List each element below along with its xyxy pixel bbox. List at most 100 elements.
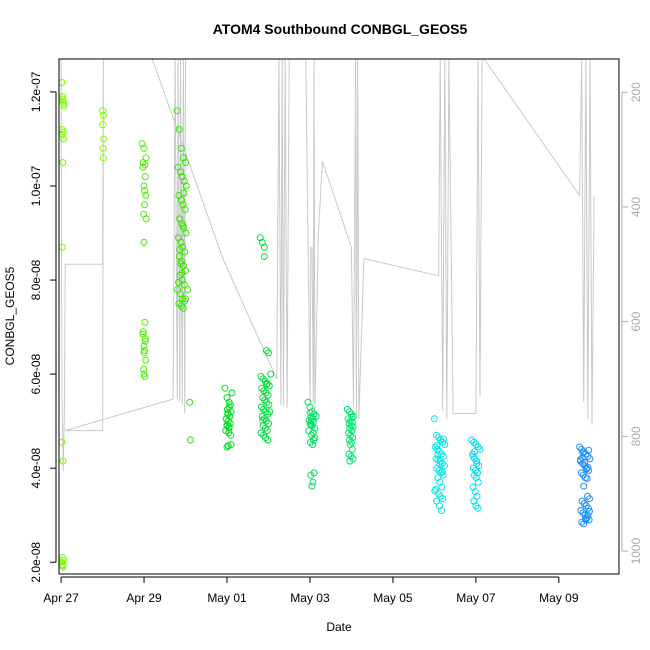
data-point (440, 462, 448, 470)
data-point (221, 384, 229, 392)
data-points-layer (58, 79, 594, 571)
data-point (307, 471, 315, 479)
data-point (343, 405, 351, 413)
data-point (584, 463, 592, 471)
data-point (59, 128, 67, 136)
data-point (434, 451, 442, 459)
data-point (585, 516, 593, 524)
data-point (474, 478, 482, 486)
data-point (345, 450, 353, 458)
right-tick-label: 200 (629, 82, 643, 102)
right-tick-label: 1000 (629, 537, 643, 564)
data-point (348, 418, 356, 426)
data-point (265, 401, 273, 409)
data-point (347, 410, 355, 418)
data-point (438, 450, 445, 458)
data-point (173, 107, 181, 115)
data-point (59, 563, 67, 571)
data-point (580, 520, 588, 528)
data-point (99, 111, 107, 119)
data-point (348, 445, 356, 453)
data-point (306, 409, 314, 417)
data-point (99, 107, 107, 115)
x-tick-label: May 05 (373, 591, 413, 605)
data-point (311, 434, 319, 442)
data-point (438, 507, 445, 514)
plot-frame (58, 58, 620, 575)
data-point (430, 415, 438, 423)
data-point (227, 441, 235, 449)
right-tick-label: 600 (629, 311, 643, 331)
series-5 (304, 398, 320, 490)
data-point (142, 215, 150, 223)
data-point (260, 405, 267, 413)
data-point (471, 488, 479, 496)
data-point (182, 295, 189, 303)
data-point (180, 189, 188, 197)
data-point (260, 431, 267, 439)
series-7 (430, 415, 449, 514)
data-point (583, 465, 591, 473)
data-point (260, 415, 268, 423)
data-point (59, 457, 67, 465)
data-point (99, 154, 107, 162)
data-point (577, 469, 585, 477)
data-point (182, 182, 190, 190)
data-point (142, 191, 150, 199)
data-point (225, 423, 233, 431)
data-point (180, 281, 188, 289)
data-point (347, 431, 355, 439)
data-point (182, 159, 189, 166)
data-point (438, 483, 446, 491)
data-point (309, 441, 316, 449)
data-point (264, 436, 272, 444)
right-tick-label: 400 (629, 197, 643, 217)
data-point (60, 135, 68, 143)
data-point (100, 135, 108, 143)
series-8 (468, 436, 484, 512)
data-point (141, 335, 149, 343)
data-point (472, 441, 480, 449)
data-point (224, 409, 232, 417)
data-point (584, 492, 591, 500)
data-point (177, 238, 185, 246)
y-tick-label: 8.0e-08 (29, 259, 43, 300)
data-point (60, 102, 68, 110)
data-point (181, 206, 189, 213)
data-point (437, 492, 445, 500)
series-9 (576, 443, 594, 528)
data-point (468, 436, 476, 444)
series-1 (138, 140, 150, 380)
data-point (175, 278, 182, 286)
data-point (140, 238, 148, 246)
x-axis-label: Date (326, 620, 352, 634)
data-point (584, 504, 592, 512)
data-point (179, 295, 187, 303)
data-point (58, 79, 66, 86)
data-point (179, 222, 187, 230)
data-point (345, 436, 353, 444)
data-point (471, 448, 479, 456)
data-point (177, 257, 185, 265)
data-point (178, 269, 186, 277)
data-point (140, 182, 148, 190)
series-0 (58, 79, 108, 571)
data-point (439, 495, 447, 503)
data-point (431, 487, 439, 495)
series-6 (343, 405, 357, 465)
data-point (177, 168, 184, 176)
data-point (176, 246, 184, 253)
data-point (224, 442, 232, 450)
data-point (263, 427, 271, 435)
data-point (583, 475, 591, 482)
data-point (227, 431, 235, 439)
data-point (177, 260, 185, 268)
x-tick-label: May 07 (456, 591, 496, 605)
data-point (469, 452, 477, 460)
data-point (346, 457, 354, 465)
data-point (226, 412, 234, 420)
y-tick-label: 1.2e-07 (29, 71, 43, 112)
data-point (581, 515, 589, 523)
y-axis-label: CONBGL_GEOS5 (3, 266, 17, 365)
